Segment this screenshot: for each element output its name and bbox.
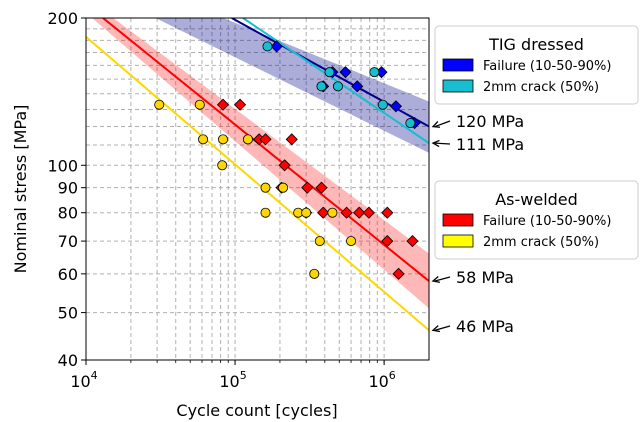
- y-tick-label: 70: [58, 232, 78, 251]
- legend-swatch: [442, 58, 474, 72]
- legend-title: As-welded: [495, 190, 578, 209]
- data-point: [339, 66, 352, 79]
- data-point: [198, 134, 209, 145]
- data-point: [154, 99, 165, 110]
- data-point: [377, 99, 388, 110]
- data-point: [260, 182, 271, 193]
- data-point: [316, 81, 327, 92]
- data-point: [332, 81, 343, 92]
- data-point: [278, 159, 291, 172]
- data-point: [381, 235, 394, 248]
- data-point: [217, 160, 228, 171]
- plot-frame: [85, 17, 430, 361]
- x-tick-label: 105: [219, 369, 246, 391]
- legend-entry-label: Failure (10-50-90%): [483, 214, 611, 229]
- data-point: [218, 134, 229, 145]
- data-point: [405, 118, 416, 129]
- annotation-arrow: [434, 325, 451, 331]
- annotation-arrow: [434, 142, 451, 145]
- data-point: [406, 235, 419, 248]
- annotation-arrowhead: [431, 121, 441, 128]
- legend-swatch: [442, 213, 474, 227]
- data-point: [317, 206, 330, 219]
- data-point: [369, 67, 380, 78]
- data-point: [340, 206, 353, 219]
- data-point: [262, 41, 273, 52]
- y-tick-label: 90: [58, 179, 78, 198]
- x-axis-label: Cycle count [cycles]: [176, 401, 337, 420]
- data-point: [233, 98, 247, 111]
- legend-entry-label: 2mm crack (50%): [483, 235, 599, 250]
- y-axis-ticks: 40 50 60 70 80 90 100 200: [47, 9, 86, 370]
- fit-line: [242, 18, 429, 144]
- data-point: [324, 67, 335, 78]
- y-tick-label: 40: [58, 351, 78, 370]
- data-point: [351, 80, 364, 93]
- data-point: [381, 206, 394, 219]
- annotation-arrowhead: [431, 325, 441, 333]
- legend-title: TIG dressed: [488, 35, 584, 54]
- data-point: [242, 134, 253, 145]
- data-point: [260, 207, 271, 218]
- data-point: [309, 268, 320, 279]
- data-point: [194, 99, 205, 110]
- data-point: [301, 181, 314, 194]
- annotation-label: 111 MPa: [456, 135, 524, 154]
- data-point: [362, 206, 375, 219]
- data-point: [278, 182, 289, 193]
- data-points: [154, 40, 421, 280]
- data-point: [216, 98, 230, 111]
- scatter-bands: [92, 18, 429, 309]
- curve-annotations: 120 MPa 111 MPa 58 MPa 46 MPa: [431, 112, 524, 336]
- fit-line: [86, 36, 429, 332]
- y-tick-label: 50: [58, 304, 78, 323]
- data-point: [270, 40, 283, 53]
- y-tick-label: 100: [47, 156, 78, 175]
- data-point: [259, 133, 272, 146]
- x-tick-label: 104: [70, 369, 97, 391]
- data-point: [353, 206, 366, 219]
- annotation-arrow: [434, 276, 451, 282]
- y-tick-label: 60: [58, 265, 78, 284]
- scatter-band: [155, 18, 429, 153]
- x-axis-ticks: 104 105 106: [70, 360, 396, 391]
- annotation-label: 46 MPa: [456, 317, 514, 336]
- annotation-arrow: [434, 120, 451, 128]
- legend-entry-label: Failure (10-50-90%): [483, 59, 611, 74]
- data-point: [392, 267, 405, 280]
- data-point: [314, 236, 325, 247]
- y-tick-label: 200: [47, 9, 78, 28]
- annotation-arrowhead: [431, 275, 440, 283]
- fit-line: [102, 18, 429, 282]
- legend-entry-label: 2mm crack (50%): [483, 80, 599, 95]
- data-point: [389, 100, 402, 113]
- y-tick-label: 80: [58, 204, 78, 223]
- x-tick-label: 106: [368, 369, 395, 391]
- legend-box: [434, 25, 639, 105]
- legend-swatch: [442, 79, 474, 93]
- data-point: [301, 207, 312, 218]
- annotation-label: 58 MPa: [456, 268, 514, 287]
- scatter-band: [92, 18, 429, 309]
- annotation-arrowhead: [431, 139, 440, 148]
- legend-swatch: [442, 234, 474, 248]
- y-axis-label: Nominal stress [MPa]: [11, 105, 30, 274]
- legends: TIG dressed Failure (10-50-90%) 2mm crack …: [434, 25, 639, 260]
- legend-box: [434, 180, 639, 260]
- data-point: [315, 181, 328, 194]
- data-point: [285, 133, 298, 146]
- annotation-label: 120 MPa: [456, 112, 524, 131]
- data-point: [327, 207, 338, 218]
- data-point: [346, 236, 357, 247]
